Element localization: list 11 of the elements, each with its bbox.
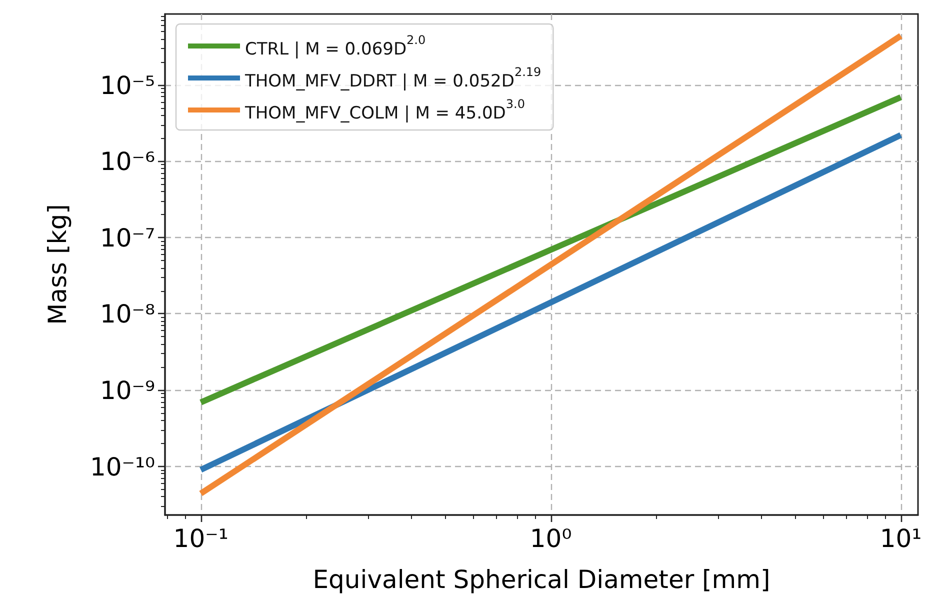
y-tick-label: 10⁻⁷ xyxy=(100,223,155,252)
y-axis-title: Mass [kg] xyxy=(43,204,72,325)
y-tick-label: 10⁻⁸ xyxy=(100,300,155,329)
y-tick-label: 10⁻¹⁰ xyxy=(90,452,155,482)
y-tick-label: 10⁻⁵ xyxy=(100,70,155,100)
y-tick-label: 10⁻⁶ xyxy=(100,147,155,176)
x-axis-title: Equivalent Spherical Diameter [mm] xyxy=(312,565,770,594)
x-tick-label: 10¹ xyxy=(880,524,922,553)
x-tick-label: 10⁻¹ xyxy=(173,524,228,553)
x-tick-label: 10⁰ xyxy=(530,524,572,553)
y-tick-label: 10⁻⁹ xyxy=(100,376,155,406)
